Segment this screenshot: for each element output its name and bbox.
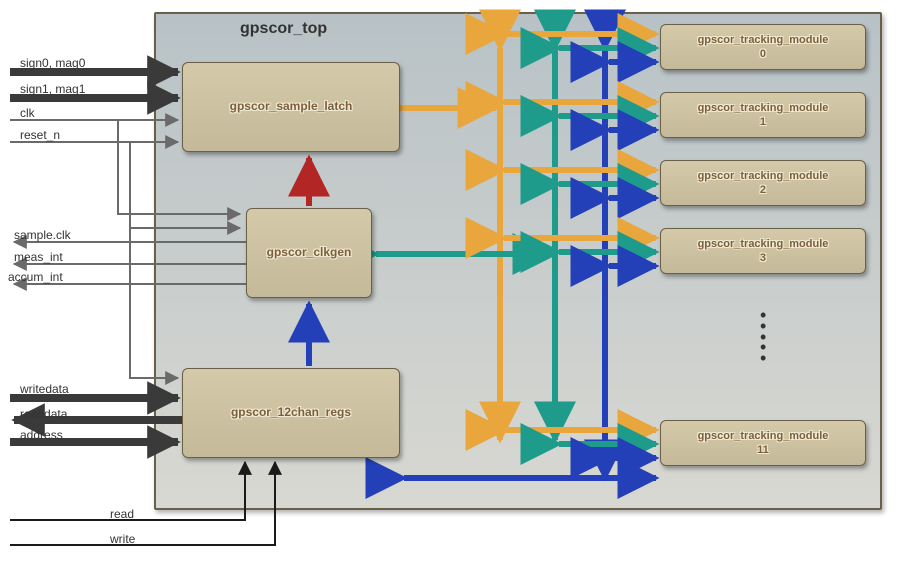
block-clkgen: gpscor_clkgen <box>246 208 372 298</box>
label-writedata: writedata <box>20 382 69 396</box>
block-track0-label: gpscor_tracking_module 0 <box>698 33 829 62</box>
block-track2: gpscor_tracking_module 2 <box>660 160 866 206</box>
label-sampleclk: sample.clk <box>14 228 71 242</box>
block-track0: gpscor_tracking_module 0 <box>660 24 866 70</box>
label-accumint: accum_int <box>8 270 63 284</box>
block-track3-label: gpscor_tracking_module 3 <box>698 237 829 266</box>
block-regs: gpscor_12chan_regs <box>182 368 400 458</box>
arrow-reset-to-clkgen <box>130 142 240 228</box>
label-reset: reset_n <box>20 128 60 142</box>
block-sample-latch-label: gpscor_sample_latch <box>230 99 353 115</box>
block-track11-label: gpscor_tracking_module 11 <box>698 429 829 458</box>
label-sign1: sign1, mag1 <box>20 82 85 96</box>
block-track1: gpscor_tracking_module 1 <box>660 92 866 138</box>
block-sample-latch: gpscor_sample_latch <box>182 62 400 152</box>
label-read: read <box>110 507 134 521</box>
arrow-layer <box>0 0 900 573</box>
arrow-reset-to-regs <box>130 228 178 378</box>
block-track2-label: gpscor_tracking_module 2 <box>698 169 829 198</box>
label-address: address <box>20 428 63 442</box>
label-sign0: sign0, mag0 <box>20 56 85 70</box>
label-write: write <box>110 532 135 546</box>
tracking-ellipsis: ••••• <box>760 310 766 364</box>
label-clk: clk <box>20 106 35 120</box>
label-measint: meas_int <box>14 250 63 264</box>
block-track1-label: gpscor_tracking_module 1 <box>698 101 829 130</box>
block-clkgen-label: gpscor_clkgen <box>267 245 352 261</box>
block-track11: gpscor_tracking_module 11 <box>660 420 866 466</box>
block-track3: gpscor_tracking_module 3 <box>660 228 866 274</box>
arrow-write <box>10 462 275 545</box>
block-regs-label: gpscor_12chan_regs <box>231 405 351 421</box>
label-readdata: readdata <box>20 407 67 421</box>
